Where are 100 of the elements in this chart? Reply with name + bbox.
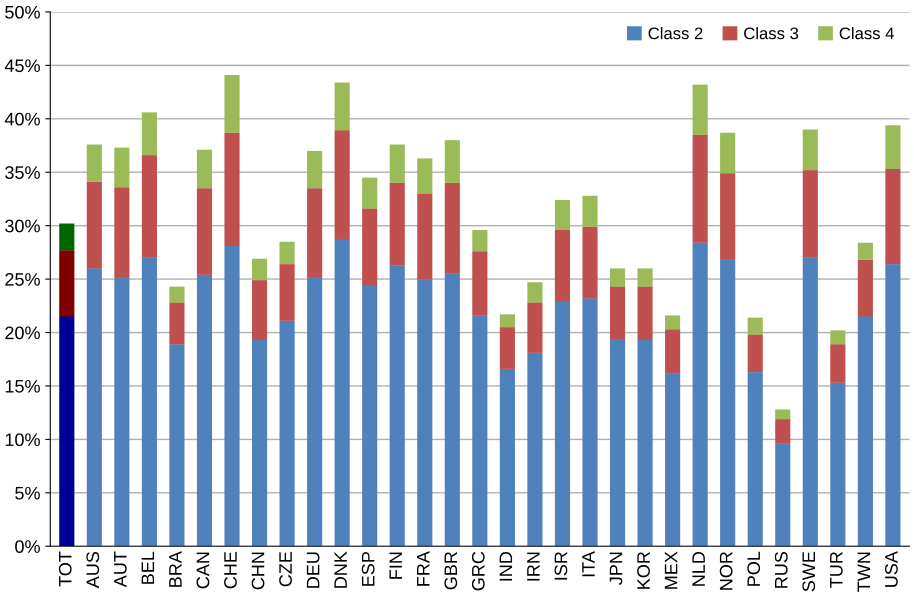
bar <box>252 280 268 340</box>
bar <box>802 258 818 546</box>
x-tick-label: CAN <box>196 552 210 588</box>
bar <box>362 208 378 286</box>
bar <box>169 344 185 546</box>
bar <box>142 112 157 156</box>
x-tick-label: DEU <box>306 552 320 588</box>
bar <box>775 409 790 420</box>
bar <box>252 340 268 546</box>
bar <box>500 327 515 369</box>
x-tick-label: GRC <box>472 552 485 590</box>
bar <box>362 286 378 546</box>
bar <box>334 240 350 546</box>
y-tick-label: 0% <box>15 540 40 553</box>
bar <box>830 344 846 383</box>
bar <box>472 230 488 252</box>
x-tick-label: AUT <box>114 552 127 588</box>
bar <box>444 274 460 546</box>
x-tick-label: RUS <box>774 552 788 588</box>
bar <box>362 178 378 209</box>
bar <box>554 230 570 302</box>
bar <box>196 188 212 275</box>
bar <box>885 169 900 264</box>
x-tick-label: NLD <box>692 552 705 586</box>
x-tick-label: NOR <box>720 552 733 590</box>
legend-label: Class 2 <box>648 27 702 40</box>
bar <box>582 298 598 546</box>
bar <box>527 352 542 546</box>
bar <box>554 302 570 546</box>
bar <box>527 282 542 303</box>
bar <box>307 150 322 188</box>
x-tick-label: ISR <box>554 552 568 580</box>
x-tick-label: CHE <box>224 552 237 588</box>
bar <box>802 129 818 170</box>
x-tick-label: IND <box>500 552 512 581</box>
y-tick-label: 15% <box>6 380 40 393</box>
bar <box>196 274 212 546</box>
x-tick-label: POL <box>747 552 760 586</box>
bar <box>59 250 74 316</box>
legend-label: Class 4 <box>840 27 894 40</box>
bar <box>390 182 405 266</box>
bar <box>417 158 432 194</box>
x-tick-label: FIN <box>389 552 402 579</box>
bar <box>692 242 708 546</box>
bar <box>472 315 488 546</box>
x-tick-label: TOT <box>58 552 72 586</box>
bar <box>86 268 102 546</box>
bar <box>665 329 680 374</box>
bar <box>390 144 405 183</box>
x-tick-label: CHN <box>252 552 264 590</box>
bar <box>582 226 598 298</box>
y-tick-label: 30% <box>5 220 40 232</box>
x-tick-label: CZE <box>279 552 292 586</box>
bar <box>334 82 350 131</box>
bar <box>86 182 102 268</box>
bar <box>280 320 295 546</box>
bar <box>610 286 626 339</box>
bar <box>280 264 295 321</box>
bar <box>224 74 240 133</box>
bar <box>142 258 157 546</box>
bar <box>858 316 873 546</box>
bar <box>775 444 790 546</box>
bar <box>775 419 790 444</box>
legend-label: Class 3 <box>744 27 798 40</box>
bar <box>472 251 488 316</box>
bar <box>638 268 653 287</box>
bar <box>638 340 653 546</box>
x-tick-label: ESP <box>362 552 375 586</box>
y-tick-label: 50% <box>5 6 40 19</box>
bar <box>665 315 680 330</box>
bar <box>692 134 708 243</box>
bar <box>554 200 570 230</box>
bar <box>500 368 515 546</box>
x-tick-label: USA <box>884 551 898 587</box>
x-tick-label: ITA <box>582 551 595 576</box>
y-tick-label: 20% <box>5 326 40 340</box>
bar <box>224 132 240 246</box>
bar <box>858 242 873 260</box>
bar <box>720 132 736 174</box>
x-tick-label: BEL <box>142 552 154 584</box>
bar <box>417 279 432 546</box>
x-tick-label: BRA <box>169 551 182 587</box>
bar <box>59 224 74 250</box>
x-tick-label: DNK <box>334 551 347 588</box>
bar <box>59 316 74 546</box>
x-tick-label: KOR <box>637 552 650 589</box>
x-tick-label: GBR <box>444 552 458 590</box>
bar <box>830 330 846 344</box>
bar <box>527 302 542 353</box>
x-tick-label: IRN <box>527 552 540 581</box>
y-tick-label: 40% <box>4 112 40 126</box>
bar <box>665 373 680 546</box>
bar <box>748 334 763 372</box>
bar <box>142 155 157 258</box>
bar <box>748 372 763 546</box>
bar <box>196 150 212 188</box>
bar <box>169 302 185 344</box>
bar <box>114 187 130 277</box>
bar <box>720 260 736 546</box>
x-tick-label: AUS <box>86 552 100 588</box>
